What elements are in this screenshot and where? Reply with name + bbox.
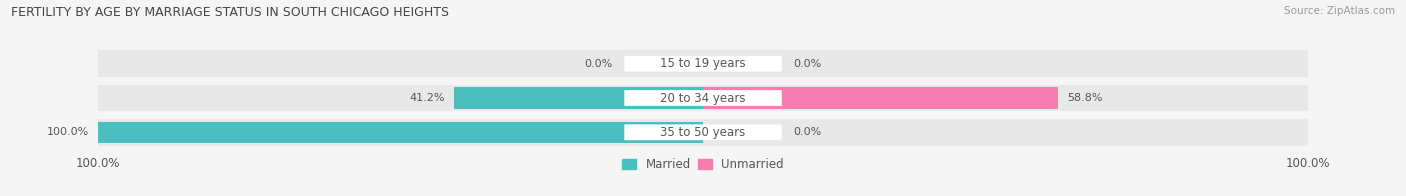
Text: 0.0%: 0.0%: [583, 59, 613, 69]
Text: 15 to 19 years: 15 to 19 years: [661, 57, 745, 70]
FancyBboxPatch shape: [624, 124, 782, 140]
FancyBboxPatch shape: [624, 90, 782, 106]
Text: 100.0%: 100.0%: [48, 127, 90, 137]
Text: 41.2%: 41.2%: [409, 93, 444, 103]
Bar: [98, 119, 1308, 146]
Bar: [703, 87, 1059, 109]
FancyBboxPatch shape: [624, 56, 782, 72]
Bar: [98, 50, 1308, 77]
Text: 0.0%: 0.0%: [793, 59, 823, 69]
Text: 58.8%: 58.8%: [1067, 93, 1104, 103]
Bar: [98, 122, 703, 143]
Text: Source: ZipAtlas.com: Source: ZipAtlas.com: [1284, 6, 1395, 16]
Bar: [98, 85, 1308, 111]
Text: FERTILITY BY AGE BY MARRIAGE STATUS IN SOUTH CHICAGO HEIGHTS: FERTILITY BY AGE BY MARRIAGE STATUS IN S…: [11, 6, 450, 19]
Text: 35 to 50 years: 35 to 50 years: [661, 126, 745, 139]
Legend: Married, Unmarried: Married, Unmarried: [621, 158, 785, 171]
Text: 0.0%: 0.0%: [793, 127, 823, 137]
Text: 20 to 34 years: 20 to 34 years: [661, 92, 745, 104]
Bar: [454, 87, 703, 109]
